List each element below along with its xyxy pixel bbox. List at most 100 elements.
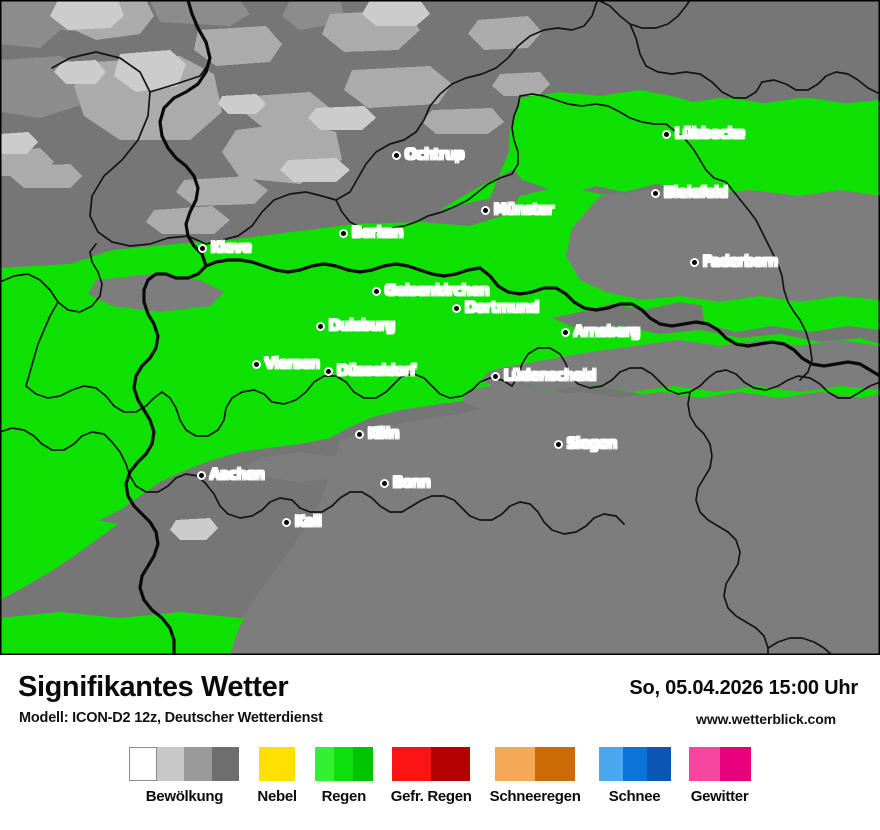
footer-panel: Signifikantes Wetter Modell: ICON-D2 12z… — [0, 655, 880, 830]
city-marker[interactable]: Köln — [355, 426, 399, 442]
legend-swatch-segment — [392, 747, 432, 781]
city-marker[interactable]: Kleve — [198, 240, 252, 256]
legend-item: Bewölkung — [129, 747, 240, 805]
legend-swatch-segment — [535, 747, 576, 781]
city-label: Borken — [352, 225, 404, 241]
city-label: Siegen — [567, 436, 618, 452]
weather-map[interactable]: Lübbecke Ochtrup Bielefeld Münster Borken Kle… — [0, 0, 880, 655]
legend-label: Bewölkung — [145, 788, 224, 805]
city-marker[interactable]: Kall — [282, 514, 322, 530]
page-title: Signifikantes Wetter — [18, 671, 289, 703]
city-label: Dortmund — [465, 300, 540, 316]
legend-item: Nebel — [257, 747, 297, 805]
legend-swatch-segment — [495, 747, 536, 781]
legend-swatch-segment — [184, 747, 212, 781]
city-marker[interactable]: Ochtrup — [392, 147, 464, 163]
map-canvas — [0, 0, 880, 655]
city-marker[interactable]: Viersen — [252, 356, 320, 372]
legend-label: Nebel — [257, 788, 297, 805]
city-label: Paderborn — [703, 254, 778, 270]
city-marker[interactable]: Dortmund — [452, 300, 539, 316]
city-dot-icon — [198, 243, 207, 253]
city-marker[interactable]: Arnsberg — [561, 324, 640, 340]
forecast-datetime: So, 05.04.2026 15:00 Uhr — [629, 677, 858, 699]
city-dot-icon — [392, 150, 401, 160]
map-border-frame — [0, 0, 880, 655]
city-label: Arnsberg — [574, 324, 641, 340]
legend-item: Schnee — [598, 747, 671, 805]
city-dot-icon — [561, 327, 570, 337]
city-label: Düsseldorf — [337, 363, 416, 379]
city-label: Kall — [295, 514, 322, 530]
legend-label: Schnee — [608, 788, 661, 805]
city-label: Lübbecke — [675, 126, 745, 142]
city-label: Duisburg — [329, 318, 396, 334]
city-label: Viersen — [265, 356, 320, 372]
city-label: Bielefeld — [664, 185, 729, 201]
city-marker[interactable]: Paderborn — [690, 254, 778, 270]
legend-swatch — [259, 747, 296, 781]
legend-item: Gefr. Regen — [391, 747, 472, 805]
city-marker[interactable]: Siegen — [554, 436, 617, 452]
weather-legend: Bewölkung Nebel Regen Gefr. Regen Schneerege… — [0, 747, 880, 805]
legend-label: Regen — [321, 788, 367, 805]
city-label: Bonn — [393, 475, 431, 491]
city-dot-icon — [662, 129, 671, 139]
city-dot-icon — [197, 470, 206, 480]
legend-swatch — [314, 747, 373, 781]
legend-swatch-segment — [156, 747, 185, 781]
city-marker[interactable]: Münster — [481, 202, 554, 218]
city-dot-icon — [252, 359, 261, 369]
legend-swatch-segment — [646, 747, 671, 781]
legend-swatch-segment — [129, 747, 157, 781]
legend-label: Gefr. Regen — [390, 788, 472, 805]
city-dot-icon — [282, 517, 291, 527]
legend-swatch-segment — [688, 747, 720, 781]
city-marker[interactable]: Bonn — [380, 475, 431, 491]
city-dot-icon — [355, 429, 364, 439]
city-label: Ochtrup — [405, 147, 465, 163]
city-dot-icon — [339, 228, 348, 238]
city-label: Aachen — [210, 467, 265, 483]
legend-item: Regen — [314, 747, 373, 805]
legend-swatch-segment — [334, 747, 354, 781]
city-marker[interactable]: Bielefeld — [651, 185, 728, 201]
city-label: Gelsenkirchen — [385, 283, 490, 299]
legend-swatch — [688, 747, 751, 781]
city-dot-icon — [380, 478, 389, 488]
city-marker[interactable]: Gelsenkirchen — [372, 283, 490, 299]
city-marker[interactable]: Lüdenscheid — [491, 368, 596, 384]
legend-item: Gewitter — [688, 747, 751, 805]
city-dot-icon — [554, 439, 563, 449]
legend-swatch-segment — [622, 747, 647, 781]
city-label: Münster — [494, 202, 554, 218]
legend-swatch-segment — [211, 747, 240, 781]
cloud-lightest-layer — [0, 0, 430, 540]
city-dot-icon — [690, 257, 699, 267]
city-marker[interactable]: Aachen — [197, 467, 265, 483]
legend-swatch-segment — [314, 747, 335, 781]
model-subtitle: Modell: ICON-D2 12z, Deutscher Wetterdie… — [19, 710, 323, 726]
city-dot-icon — [491, 371, 500, 381]
city-dot-icon — [481, 205, 490, 215]
legend-swatch-segment — [353, 747, 373, 781]
legend-swatch — [392, 747, 471, 781]
city-marker[interactable]: Borken — [339, 225, 403, 241]
city-dot-icon — [651, 188, 660, 198]
legend-swatch-segment — [259, 747, 296, 781]
national-border — [124, 0, 880, 655]
city-label: Kleve — [211, 240, 252, 256]
city-label: Lüdenscheid — [504, 368, 597, 384]
legend-swatch-segment — [598, 747, 623, 781]
legend-label: Schneeregen — [489, 788, 581, 805]
city-marker[interactable]: Lübbecke — [662, 126, 745, 142]
legend-swatch — [598, 747, 671, 781]
legend-swatch — [495, 747, 576, 781]
city-dot-icon — [324, 366, 333, 376]
city-marker[interactable]: Düsseldorf — [324, 363, 416, 379]
website-label: www.wetterblick.com — [696, 711, 836, 727]
city-marker[interactable]: Duisburg — [316, 318, 395, 334]
city-dot-icon — [452, 303, 461, 313]
legend-swatch-segment — [431, 747, 471, 781]
legend-item: Schneeregen — [490, 747, 581, 805]
